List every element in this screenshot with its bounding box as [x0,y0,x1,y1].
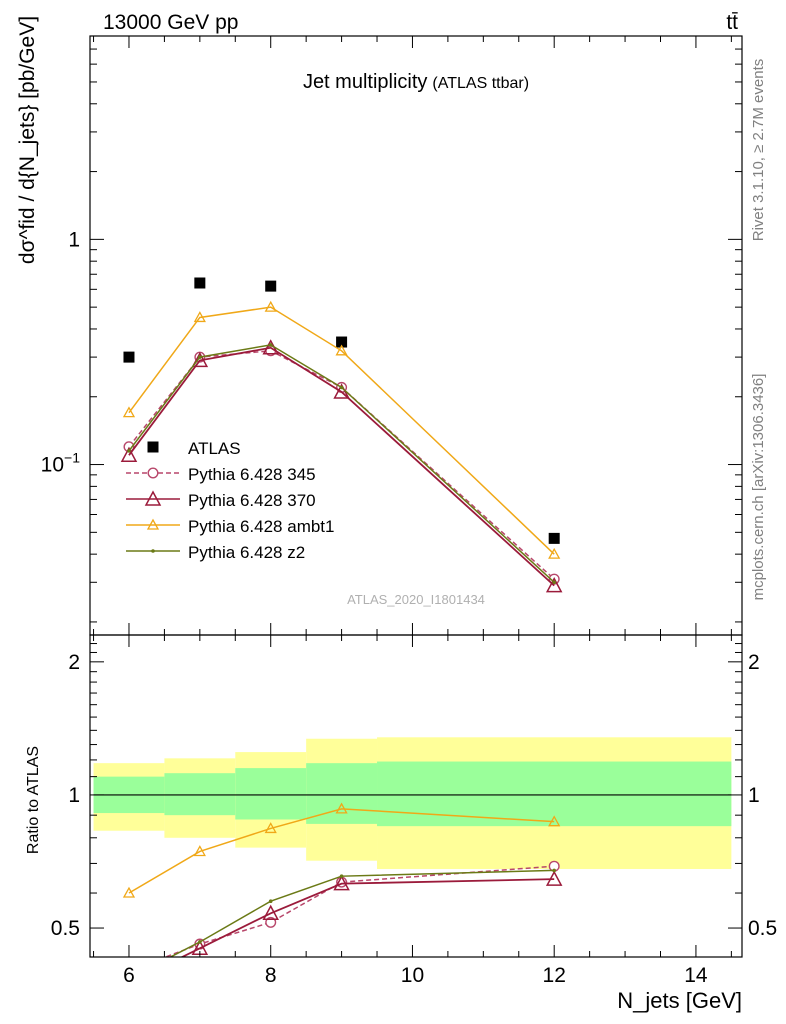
point-p370-7 [191,351,209,368]
series-line-p345 [163,865,555,957]
main-ylabel-text: dσ^fid / d{N_jets} [pb/GeV] [16,16,39,264]
band-inner-2 [235,768,307,820]
header-energy: 13000 GeV pp [103,11,238,34]
legend-label-p345: Pythia 6.428 345 [188,465,316,484]
xtick-label-8: 8 [265,964,277,987]
point-ambt1-12 [548,815,561,827]
ratio-ytick-label-right: 1 [748,784,760,807]
point-p370-8 [262,904,279,921]
point-z2-12 [552,868,556,873]
ratio-xlabel: N_jets [GeV] [617,988,742,1013]
point-p370-6 [120,446,138,462]
xtick-label-12: 12 [543,964,566,987]
chart-title: Jet multiplicity (ATLAS ttbar) [303,71,529,93]
ratio-uncertainty-bands [93,737,732,869]
ratio-ytick-label-left: 1 [68,784,80,807]
point-ambt1-7 [193,845,206,857]
point-data-6 [123,351,135,363]
xtick-label-14: 14 [684,964,708,987]
legend-marker-p370 [144,490,162,506]
analysis-label: ATLAS_2020_I1801434 [347,592,485,607]
point-z2-7 [198,355,202,359]
ratio-ytick-label-left: 2 [68,651,80,674]
point-p370-12 [545,577,563,593]
legend-label-p370: Pythia 6.428 370 [188,491,316,510]
series-line-p370 [180,878,555,957]
point-p370-9 [333,875,350,891]
point-z2-9 [339,385,344,390]
point-z2-7 [198,940,202,944]
legend-marker-p345 [147,467,159,479]
series-line-ambt1 [128,306,555,555]
point-z2-9 [339,874,344,878]
point-data-7 [194,277,206,289]
band-inner-3 [306,763,378,824]
mcplots-label: mcplots.cern.ch [arXiv:1306.3436] [750,374,767,601]
point-ambt1-8 [264,822,277,834]
point-z2-8 [268,343,273,347]
xlabel-text: N_jets [GeV] [617,988,742,1013]
header-process: tt̄ [726,11,738,34]
ratio-ytick-label-right: 0.5 [748,917,777,940]
legend-label-z2: Pythia 6.428 z2 [188,543,305,562]
band-inner-1 [164,773,236,816]
point-data-9 [336,336,348,348]
point-ambt1-9 [335,344,348,356]
point-ambt1-6 [122,886,136,898]
ratio-ylabel: Ratio to ATLAS [25,746,42,854]
chart-subtitle: (ATLAS ttbar) [432,75,529,92]
point-ambt1-6 [122,406,136,418]
point-ambt1-9 [335,802,348,814]
chart-title-main: Jet multiplicity [303,71,427,93]
series-line-p370 [128,346,555,587]
point-z2-6 [127,449,131,453]
point-p370-12 [545,870,563,886]
legend-label-ambt1: Pythia 6.428 ambt1 [188,517,334,536]
ytick-label-0.1: 10−1 [41,450,81,477]
ratio-series-group [122,802,563,957]
legend-marker-data [147,441,159,453]
legend-marker-z2 [151,549,155,553]
legend-marker-ambt1 [146,518,160,530]
rivet-version-label: Rivet 3.1.10, ≥ 2.7M events [750,59,767,242]
point-ambt1-12 [548,547,561,559]
main-series-group [120,277,563,593]
main-ylabel: dσ^fid / d{N_jets} [pb/GeV] [16,16,39,264]
xtick-label-6: 6 [123,964,135,987]
ytick-label-exponent: −1 [64,450,80,466]
ratio-ytick-label-right: 2 [748,651,760,674]
point-z2-12 [552,580,556,585]
point-data-12 [548,532,560,544]
ratio-ytick-label-left: 0.5 [51,917,80,940]
legend-label-data: ATLAS [188,439,241,458]
xtick-label-10: 10 [401,964,424,987]
point-ambt1-8 [264,300,277,312]
point-z2-8 [268,899,273,904]
ratio-frame [89,634,743,958]
ytick-label-1: 1 [68,228,80,251]
legend: ATLAS Pythia 6.428 345 Pythia 6.428 370 Pyt… [126,439,334,562]
point-data-8 [265,280,277,292]
point-ambt1-7 [193,311,206,323]
series-line-ambt1 [128,808,555,894]
